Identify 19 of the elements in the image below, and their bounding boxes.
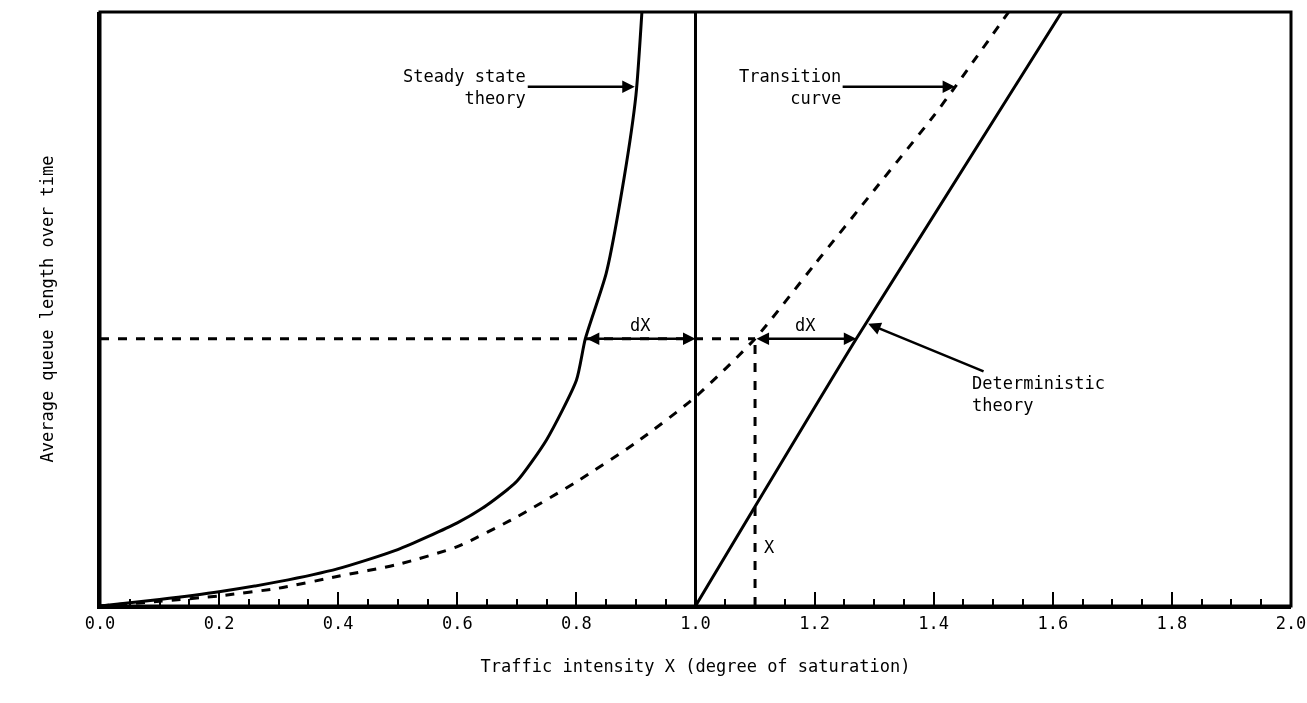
x-tick-label: 0.0 (84, 613, 116, 634)
x-tick-label: 0.4 (322, 613, 354, 634)
annotation: Deterministic theory (972, 373, 1106, 416)
annotation: Steady state theory (403, 66, 526, 109)
x-tick-label: 1.0 (680, 613, 711, 634)
annotation: X (764, 537, 775, 557)
x-tick-label: 1.6 (1037, 613, 1069, 634)
x-axis-title: Traffic intensity X (degree of saturation) (480, 655, 911, 676)
x-tick-label: 0.6 (441, 613, 473, 634)
x-tick-label: 1.2 (799, 613, 830, 634)
x-tick-label: 0.8 (561, 613, 592, 634)
y-axis-title: Average queue length over time (36, 155, 57, 463)
x-tick-label: 1.4 (918, 613, 950, 634)
annotation: Transition curve (739, 66, 842, 109)
x-tick-label: 1.8 (1156, 613, 1188, 634)
annotation: dX (630, 315, 652, 335)
annotation: dX (795, 315, 817, 335)
x-tick-label: 2.0 (1275, 613, 1307, 634)
x-tick-label: 0.2 (203, 613, 235, 634)
